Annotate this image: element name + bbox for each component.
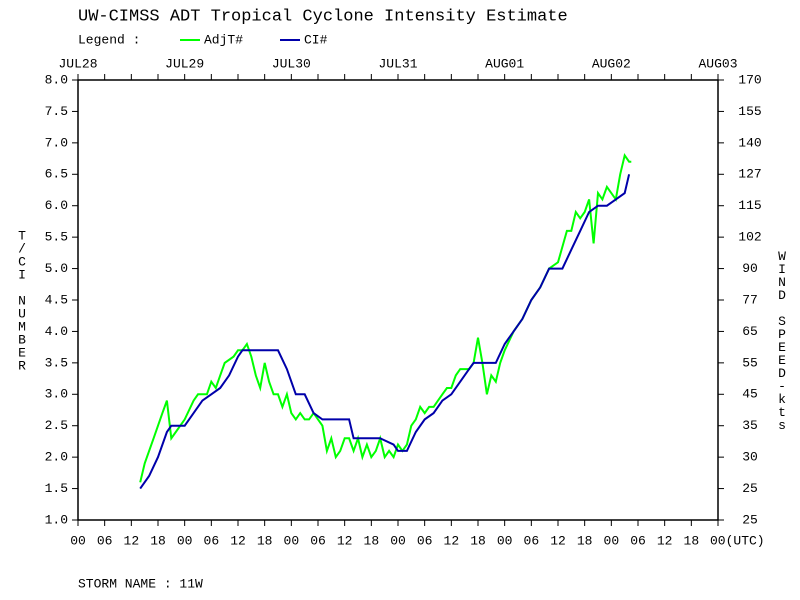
- y-tick-label: 3.5: [45, 355, 68, 370]
- y2-tick-label: 45: [742, 387, 758, 402]
- y-tick-label: 1.5: [45, 481, 68, 496]
- date-label: JUL28: [58, 56, 97, 71]
- x-tick-label: 12: [550, 533, 566, 548]
- x-tick-label: 06: [310, 533, 326, 548]
- y2-tick-label: 65: [742, 324, 758, 339]
- series-line: [139, 174, 631, 490]
- y2-tick-label: 170: [738, 72, 761, 87]
- y-tick-label: 4.0: [45, 324, 68, 339]
- x-tick-label: 12: [230, 533, 246, 548]
- date-label: AUG03: [698, 56, 737, 71]
- y2-tick-label: 90: [742, 261, 758, 276]
- y-tick-label: 2.5: [45, 418, 68, 433]
- x-tick-label: 00: [284, 533, 300, 548]
- plot-frame: [77, 79, 719, 521]
- y-tick-label: 6.5: [45, 167, 68, 182]
- y-tick-label: 7.0: [45, 135, 68, 150]
- y2-tick-label: 25: [742, 512, 758, 527]
- x-tick-label: 12: [337, 533, 353, 548]
- footer: STORM NAME : 11W: [78, 576, 203, 591]
- legend-entry: AdjT#: [204, 32, 243, 47]
- x-tick-label: 12: [444, 533, 460, 548]
- y2-tick-label: 35: [742, 418, 758, 433]
- date-label: JUL30: [272, 56, 311, 71]
- y2-tick-label: 25: [742, 481, 758, 496]
- x-tick-label: 18: [257, 533, 273, 548]
- x-tick-label: 12: [657, 533, 673, 548]
- date-label: JUL29: [165, 56, 204, 71]
- y2-tick-label: 115: [738, 198, 761, 213]
- legend-label: Legend :: [78, 32, 140, 47]
- y2-axis-label: WIND SPEED-kts: [775, 249, 790, 431]
- y2-tick-label: 127: [738, 167, 761, 182]
- x-tick-label: 18: [150, 533, 166, 548]
- x-tick-label: 06: [417, 533, 433, 548]
- x-tick-label: 18: [364, 533, 380, 548]
- x-tick-label: 00: [177, 533, 193, 548]
- y2-tick-label: 102: [738, 230, 761, 245]
- legend-entry: CI#: [304, 32, 328, 47]
- y-tick-label: 4.5: [45, 292, 68, 307]
- date-label: AUG02: [592, 56, 631, 71]
- y-tick-label: 1.0: [45, 512, 68, 527]
- x-tick-label: 06: [97, 533, 113, 548]
- date-label: AUG01: [485, 56, 524, 71]
- y-axis-label: T/CI NUMBER: [15, 229, 30, 372]
- y-tick-label: 5.0: [45, 261, 68, 276]
- y-tick-label: 5.5: [45, 230, 68, 245]
- x-tick-label: 00: [390, 533, 406, 548]
- y-tick-label: 6.0: [45, 198, 68, 213]
- x-tick-label: 06: [524, 533, 540, 548]
- y2-tick-label: 77: [742, 292, 758, 307]
- x-tick-label: 00: [70, 533, 86, 548]
- x-tick-label: 06: [204, 533, 220, 548]
- y-tick-label: 7.5: [45, 104, 68, 119]
- chart-title: UW-CIMSS ADT Tropical Cyclone Intensity …: [78, 7, 568, 26]
- y2-tick-label: 55: [742, 355, 758, 370]
- y2-tick-label: 30: [742, 450, 758, 465]
- y2-tick-label: 155: [738, 104, 761, 119]
- x-tick-label: 06: [630, 533, 646, 548]
- x-tick-label: 18: [577, 533, 593, 548]
- x-tick-label: 00: [604, 533, 620, 548]
- y-tick-label: 8.0: [45, 72, 68, 87]
- x-tick-label: 18: [684, 533, 700, 548]
- x-tick-label: 18: [470, 533, 486, 548]
- y-tick-label: 3.0: [45, 387, 68, 402]
- series-line: [139, 152, 632, 483]
- x-tick-label: 00(UTC): [710, 533, 765, 548]
- y2-tick-label: 140: [738, 135, 761, 150]
- date-label: JUL31: [378, 56, 417, 71]
- x-tick-label: 12: [124, 533, 140, 548]
- y-tick-label: 2.0: [45, 450, 68, 465]
- x-tick-label: 00: [497, 533, 513, 548]
